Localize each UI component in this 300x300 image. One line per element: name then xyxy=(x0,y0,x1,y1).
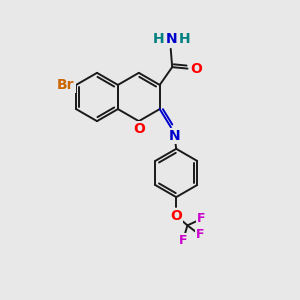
Text: N: N xyxy=(169,129,180,143)
Text: O: O xyxy=(170,209,182,224)
Text: H: H xyxy=(178,32,190,46)
Text: H: H xyxy=(153,32,164,46)
Text: F: F xyxy=(179,234,187,247)
Text: Br: Br xyxy=(57,78,75,92)
Text: O: O xyxy=(133,122,145,136)
Text: O: O xyxy=(190,61,202,76)
Text: N: N xyxy=(166,32,177,46)
Text: F: F xyxy=(196,228,204,241)
Text: F: F xyxy=(197,212,206,225)
